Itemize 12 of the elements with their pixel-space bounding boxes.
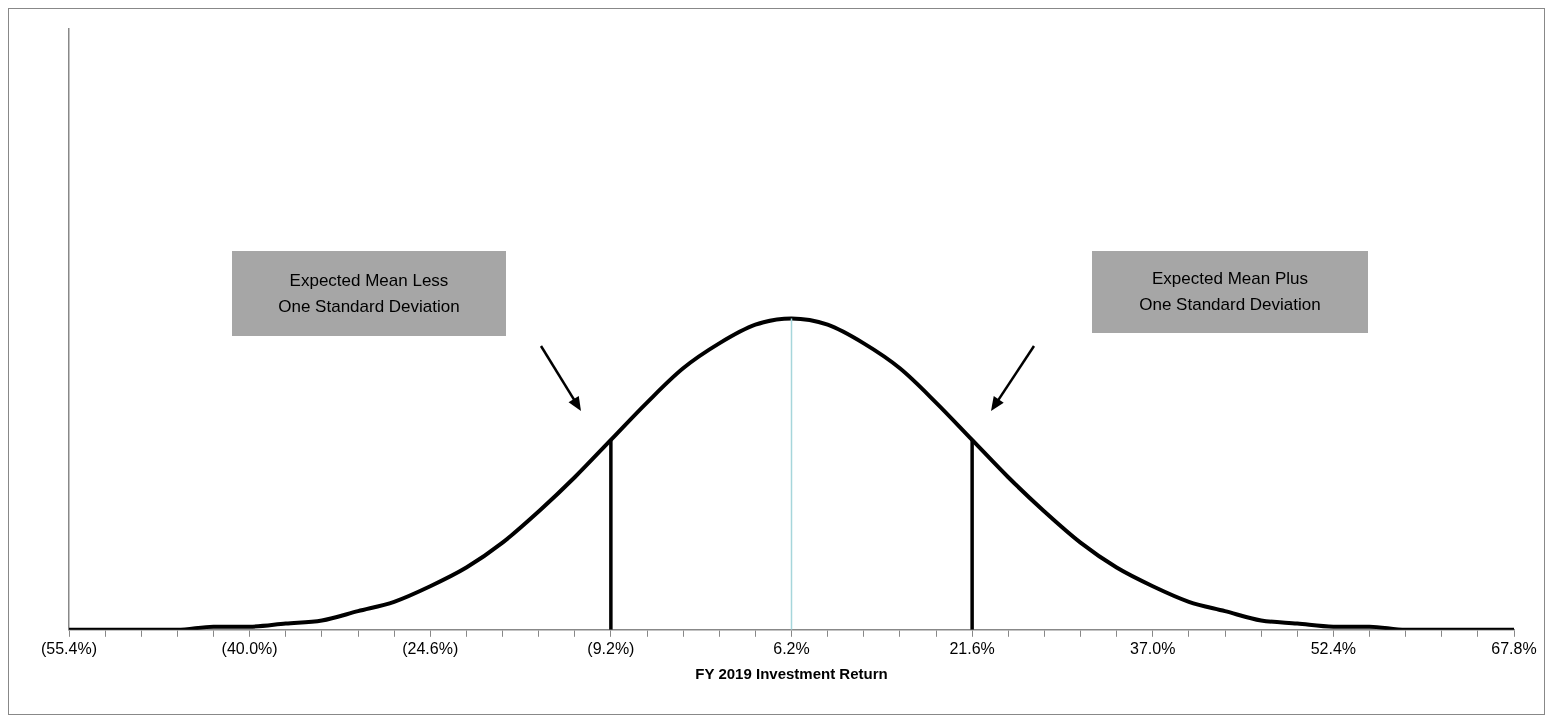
- x-tick-label: 37.0%: [1130, 639, 1176, 657]
- x-tick-label: 21.6%: [949, 639, 995, 657]
- x-tick-label: (24.6%): [402, 639, 459, 657]
- text: Expected Mean Less One Standard Deviation: [278, 269, 460, 318]
- x-tick-label: 52.4%: [1310, 639, 1357, 657]
- x-tick-label: (55.4%): [40, 639, 98, 657]
- x-tick-label: (9.2%): [587, 639, 635, 657]
- x-axis-title: FY 2019 Investment Return: [695, 665, 888, 683]
- x-tick-label: 67.8%: [1491, 639, 1537, 657]
- x-tick-label: (40.0%): [221, 639, 278, 657]
- text: Expected Mean Plus One Standard Deviation: [1139, 268, 1321, 316]
- x-tick-label: 6.2%: [773, 639, 810, 657]
